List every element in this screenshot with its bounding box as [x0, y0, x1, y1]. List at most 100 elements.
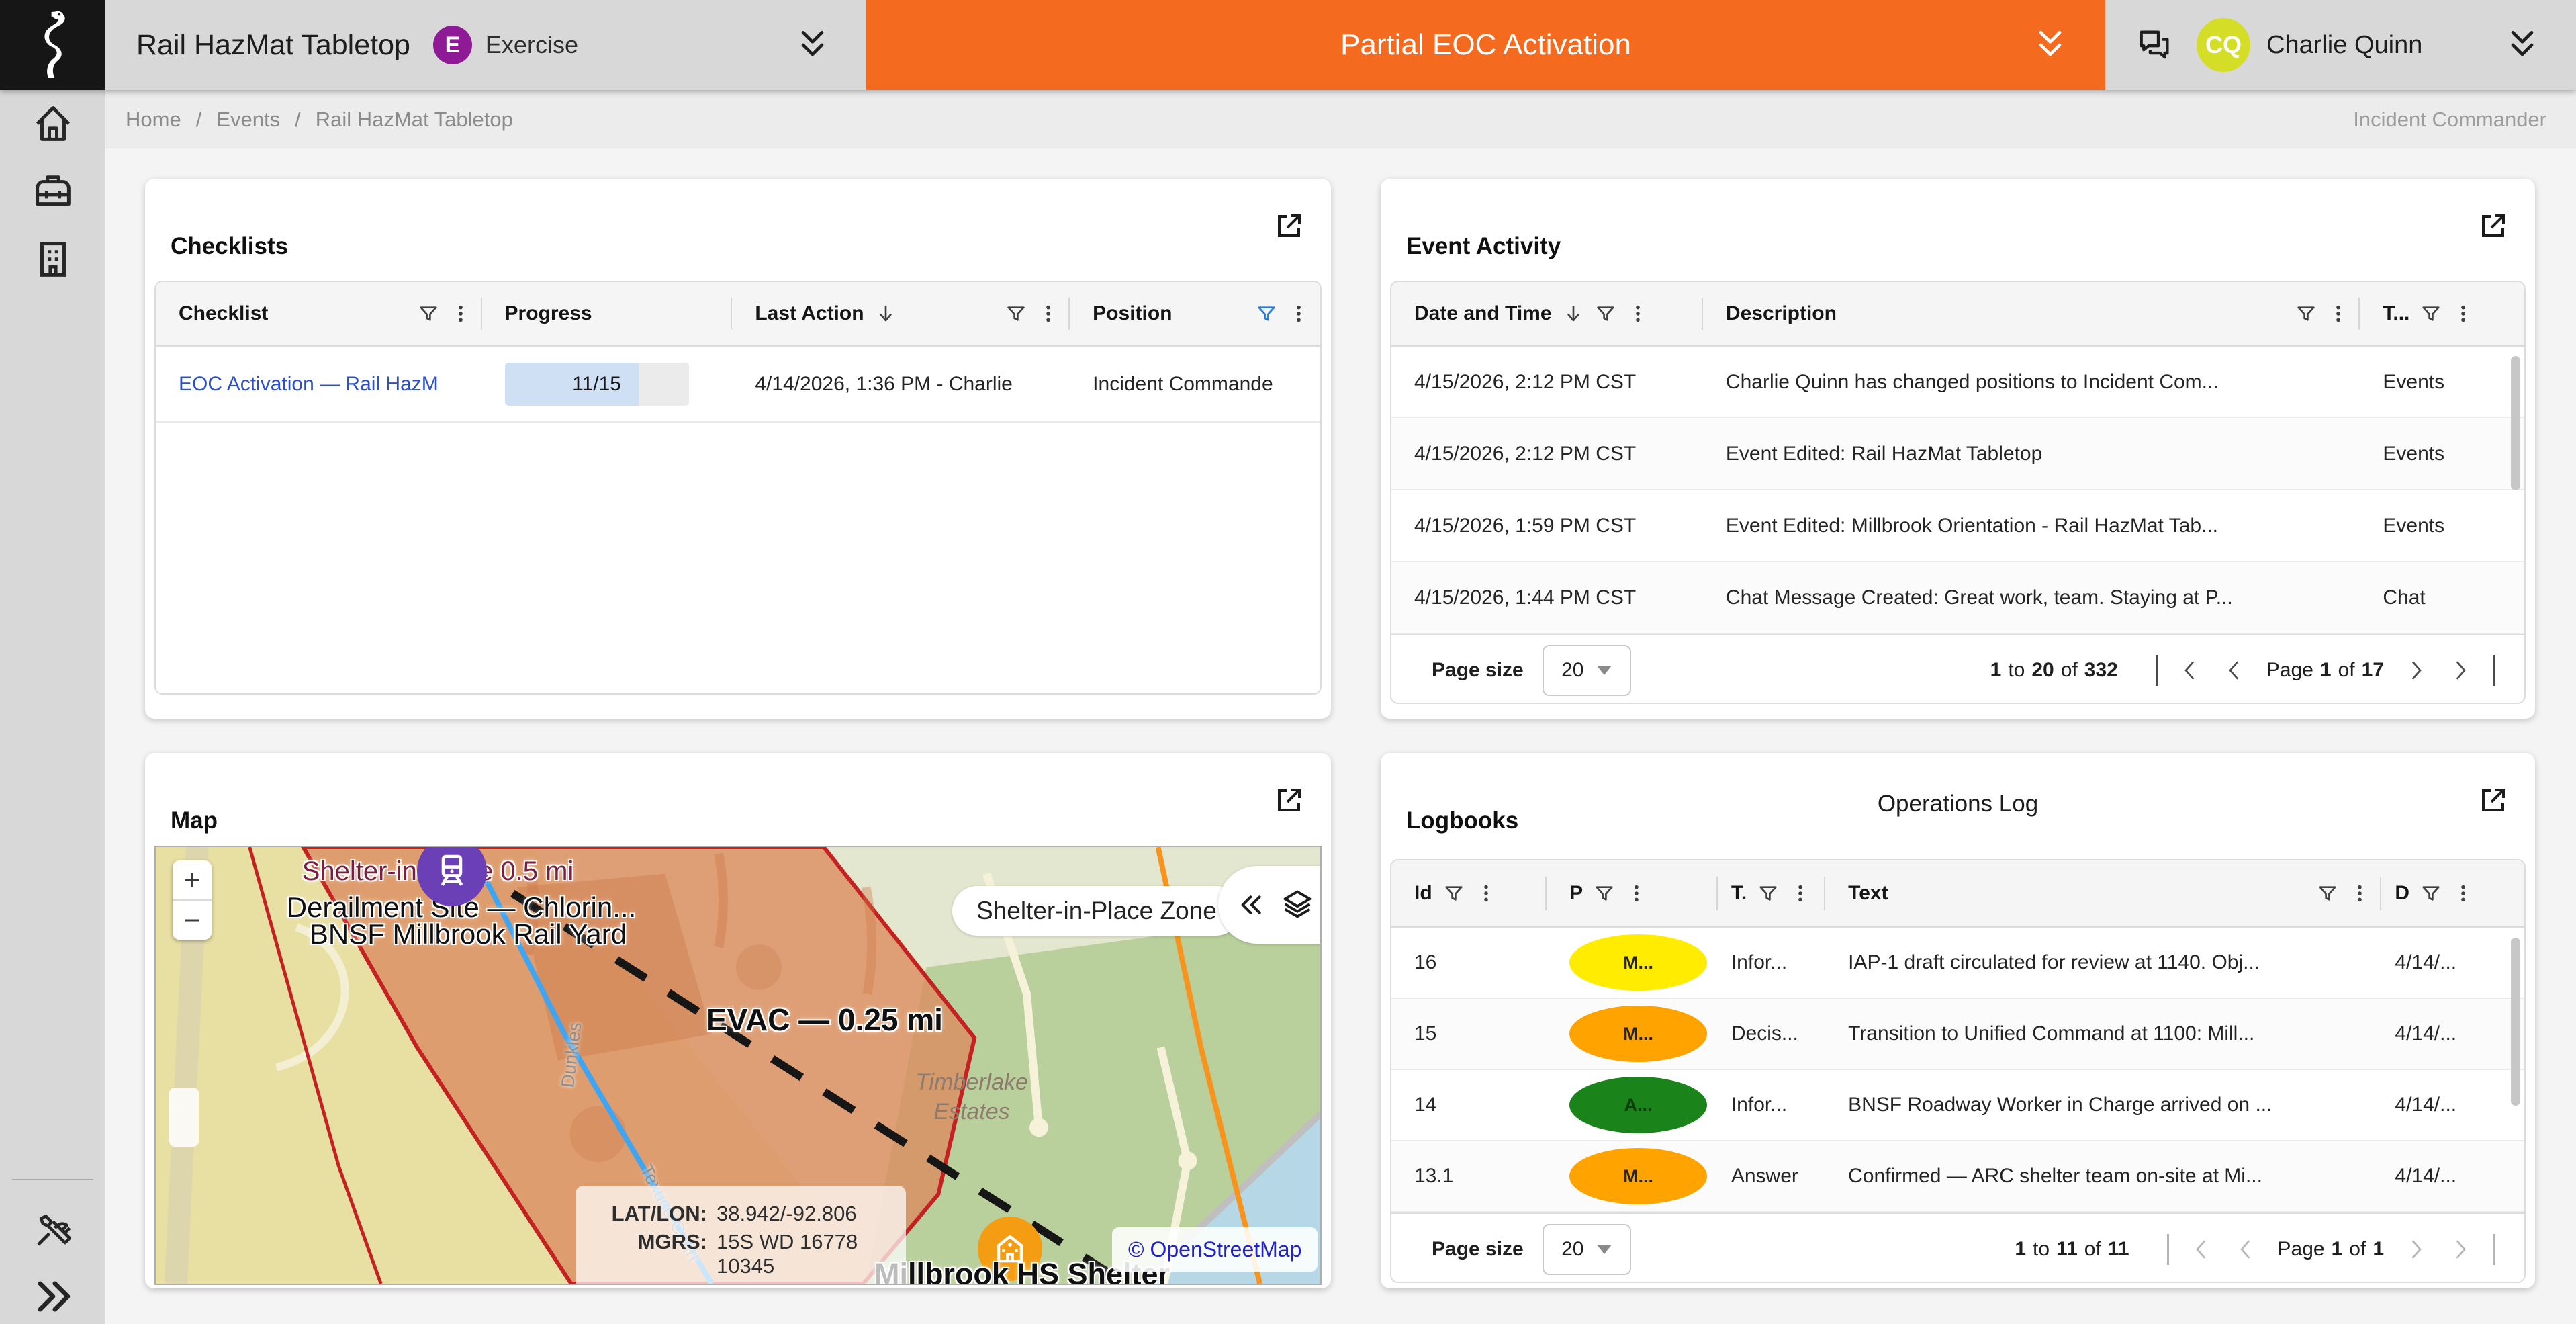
checklist-row[interactable]: EOC Activation — Rail HazM 11/15 4/14/20… — [156, 347, 1320, 423]
filter-icon[interactable] — [418, 303, 439, 324]
kebab-menu-icon[interactable] — [2328, 303, 2349, 324]
map-canvas[interactable]: Shelter-in-Place 0.5 mi Derailment Site … — [154, 846, 1322, 1285]
progress-bar-label: 11/15 — [505, 363, 689, 406]
layers-icon[interactable] — [1280, 887, 1315, 922]
activity-row[interactable]: 4/15/2026, 2:12 PM CST Charlie Quinn has… — [1391, 347, 2524, 418]
coordinates-box: LAT/LON: 38.942/-92.806 MGRS: 15S WD 167… — [576, 1186, 906, 1285]
activity-row[interactable]: 4/15/2026, 2:12 PM CST Event Edited: Rai… — [1391, 418, 2524, 490]
last-page-chevron-icon[interactable] — [2448, 658, 2473, 682]
sort-desc-icon[interactable] — [1563, 303, 1584, 324]
sort-desc-icon[interactable] — [875, 303, 896, 324]
column-header-checklist[interactable]: Checklist — [156, 282, 482, 345]
building-icon[interactable] — [31, 237, 75, 281]
column-header-date[interactable]: D — [2381, 860, 2524, 926]
logbooks-pagination: Page size 20 1to11of11 — [1391, 1212, 2524, 1283]
page-size-label: Page size — [1432, 659, 1524, 682]
filter-icon[interactable] — [2295, 303, 2317, 324]
breadcrumb-events[interactable]: Events — [216, 107, 280, 132]
logbook-row[interactable]: 15 M... Decis... Transition to Unified C… — [1391, 999, 2524, 1070]
kebab-menu-icon[interactable] — [450, 303, 471, 324]
expand-sidebar-icon[interactable] — [31, 1274, 75, 1319]
kebab-menu-icon[interactable] — [1475, 883, 1497, 904]
map-secondary-control[interactable] — [169, 1088, 199, 1147]
event-menu-chevron-icon[interactable] — [794, 26, 831, 64]
log-id: 13.1 — [1391, 1165, 1547, 1188]
vertical-scrollbar[interactable] — [2511, 356, 2520, 490]
open-logbooks-icon[interactable] — [2477, 784, 2510, 816]
vertical-scrollbar[interactable] — [2511, 938, 2520, 1106]
checklist-link[interactable]: EOC Activation — Rail HazM — [156, 373, 482, 396]
column-header-type[interactable]: T. — [1718, 860, 1825, 926]
filter-icon[interactable] — [1594, 883, 1615, 904]
priority-badge: A... — [1569, 1077, 1707, 1133]
kebab-menu-icon[interactable] — [1038, 303, 1059, 324]
zoom-in-button[interactable]: + — [173, 860, 212, 899]
filter-active-icon[interactable] — [1256, 303, 1277, 324]
filter-icon[interactable] — [2420, 303, 2442, 324]
app-logo[interactable] — [0, 0, 105, 90]
column-header-description[interactable]: Description — [1703, 282, 2360, 345]
activity-description: Charlie Quinn has changed positions to I… — [1703, 371, 2360, 394]
log-priority-cell: M... — [1547, 934, 1718, 991]
osm-attribution-link[interactable]: © OpenStreetMap — [1112, 1227, 1318, 1272]
home-icon[interactable] — [31, 101, 75, 146]
checklists-panel: Checklists Checklist Progress — [145, 179, 1331, 719]
open-checklists-icon[interactable] — [1273, 210, 1305, 242]
logbook-row[interactable]: 14 A... Infor... BNSF Roadway Worker in … — [1391, 1070, 2524, 1141]
open-map-icon[interactable] — [1273, 784, 1305, 816]
activity-row[interactable]: 4/15/2026, 1:44 PM CST Chat Message Crea… — [1391, 562, 2524, 634]
next-page-icon[interactable] — [2404, 658, 2428, 682]
filter-icon[interactable] — [1443, 883, 1465, 904]
tools-icon[interactable] — [31, 1210, 75, 1255]
filter-icon[interactable] — [1757, 883, 1779, 904]
toolbox-icon[interactable] — [31, 168, 75, 212]
kebab-menu-icon[interactable] — [2452, 883, 2474, 904]
column-header-datetime[interactable]: Date and Time — [1391, 282, 1703, 345]
page-size-select[interactable]: 20 — [1543, 645, 1631, 696]
filter-icon[interactable] — [1595, 303, 1616, 324]
filter-icon[interactable] — [1005, 303, 1027, 324]
first-page-chevron-icon[interactable] — [2178, 658, 2202, 682]
last-page-icon[interactable] — [2493, 655, 2495, 686]
column-header-progress[interactable]: Progress — [482, 282, 733, 345]
filter-icon[interactable] — [2420, 883, 2442, 904]
first-page-chevron-icon[interactable] — [2189, 1237, 2213, 1262]
next-page-icon[interactable] — [2404, 1237, 2428, 1262]
kebab-menu-icon[interactable] — [2349, 883, 2371, 904]
kebab-menu-icon[interactable] — [1626, 883, 1647, 904]
column-header-priority[interactable]: P — [1547, 860, 1718, 926]
first-page-icon[interactable] — [2156, 655, 2158, 686]
last-page-icon[interactable] — [2493, 1234, 2495, 1265]
prev-page-icon[interactable] — [2234, 1237, 2258, 1262]
breadcrumb-home[interactable]: Home — [126, 107, 181, 132]
veoci-snake-logo-icon — [24, 7, 82, 83]
breadcrumb-current: Rail HazMat Tabletop — [316, 107, 513, 132]
kebab-menu-icon[interactable] — [2452, 303, 2474, 324]
column-header-last-action[interactable]: Last Action — [732, 282, 1070, 345]
page-size-select[interactable]: 20 — [1543, 1224, 1631, 1275]
activity-row[interactable]: 4/15/2026, 1:59 PM CST Event Edited: Mil… — [1391, 490, 2524, 562]
zoom-out-button[interactable]: − — [173, 901, 212, 940]
row-range: 1to11of11 — [2015, 1238, 2129, 1261]
first-page-icon[interactable] — [2167, 1234, 2169, 1265]
chat-icon[interactable] — [2135, 26, 2174, 64]
user-avatar[interactable]: CQ — [2197, 18, 2250, 72]
column-header-id[interactable]: Id — [1391, 860, 1547, 926]
filter-icon[interactable] — [2317, 883, 2338, 904]
logbook-row[interactable]: 13.1 M... Answer Confirmed — ARC shelter… — [1391, 1141, 2524, 1212]
collapse-panel-icon[interactable] — [1238, 891, 1265, 918]
kebab-menu-icon[interactable] — [1288, 303, 1309, 324]
column-header-type[interactable]: T... — [2360, 282, 2524, 345]
user-menu-chevron-icon[interactable] — [2503, 26, 2541, 64]
column-header-text[interactable]: Text — [1825, 860, 2381, 926]
logbook-row[interactable]: 16 M... Infor... IAP-1 draft circulated … — [1391, 928, 2524, 999]
status-banner-chevron-icon[interactable] — [2031, 26, 2069, 64]
prev-page-icon[interactable] — [2222, 658, 2246, 682]
activity-description: Chat Message Created: Great work, team. … — [1703, 586, 2360, 609]
status-banner[interactable]: Partial EOC Activation — [866, 0, 2105, 90]
kebab-menu-icon[interactable] — [1627, 303, 1649, 324]
kebab-menu-icon[interactable] — [1790, 883, 1811, 904]
open-event-activity-icon[interactable] — [2477, 210, 2510, 242]
last-page-chevron-icon[interactable] — [2448, 1237, 2473, 1262]
column-header-position[interactable]: Position — [1070, 282, 1320, 345]
